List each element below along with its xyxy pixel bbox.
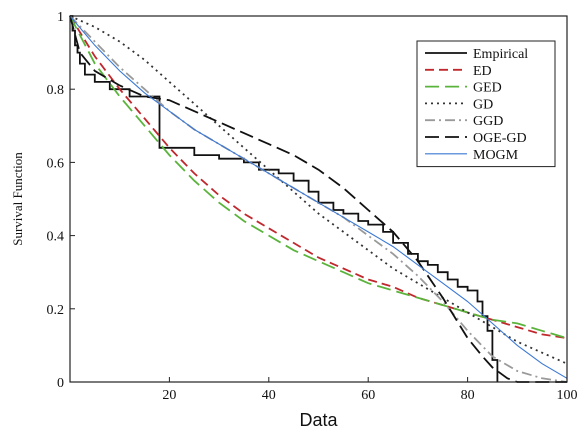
x-tick-label: 80	[461, 388, 475, 403]
legend-label: Empirical	[473, 47, 528, 62]
x-tick-label: 100	[557, 388, 578, 403]
y-axis: 0 0.2 0.4 0.6 0.8 1	[47, 10, 75, 391]
x-axis: 20 40 60 80 100	[162, 377, 578, 403]
y-tick-label: 0.8	[47, 83, 65, 98]
legend-box	[416, 40, 556, 168]
legend-label: GED	[473, 81, 502, 96]
series-line-mogm	[69, 15, 568, 379]
y-tick-label: 1	[57, 10, 64, 25]
legend-label: GD	[473, 97, 493, 112]
series-line-ed	[69, 15, 568, 339]
y-tick-label: 0	[57, 376, 64, 391]
series-line-oge-gd	[69, 15, 567, 383]
x-tick-label: 20	[162, 388, 176, 403]
legend-label: GGD	[473, 114, 503, 129]
y-tick-label: 0.4	[47, 230, 65, 245]
legend-label: OGE-GD	[473, 131, 527, 146]
series-line-ggd	[69, 15, 568, 383]
x-tick-label: 40	[262, 388, 276, 403]
y-axis-title: Survival Function	[10, 152, 25, 246]
series-line-gd	[69, 15, 568, 365]
x-axis-title: Data	[299, 410, 338, 430]
y-tick-label: 0.6	[47, 156, 65, 171]
x-tick-label: 60	[361, 388, 375, 403]
series-line-ged	[69, 15, 568, 339]
legend-label: ED	[473, 64, 492, 79]
plot-area-frame	[69, 15, 568, 383]
legend-label: MOGM	[473, 148, 519, 163]
series-line-empirical	[70, 15, 499, 382]
y-tick-label: 0.2	[47, 303, 65, 318]
